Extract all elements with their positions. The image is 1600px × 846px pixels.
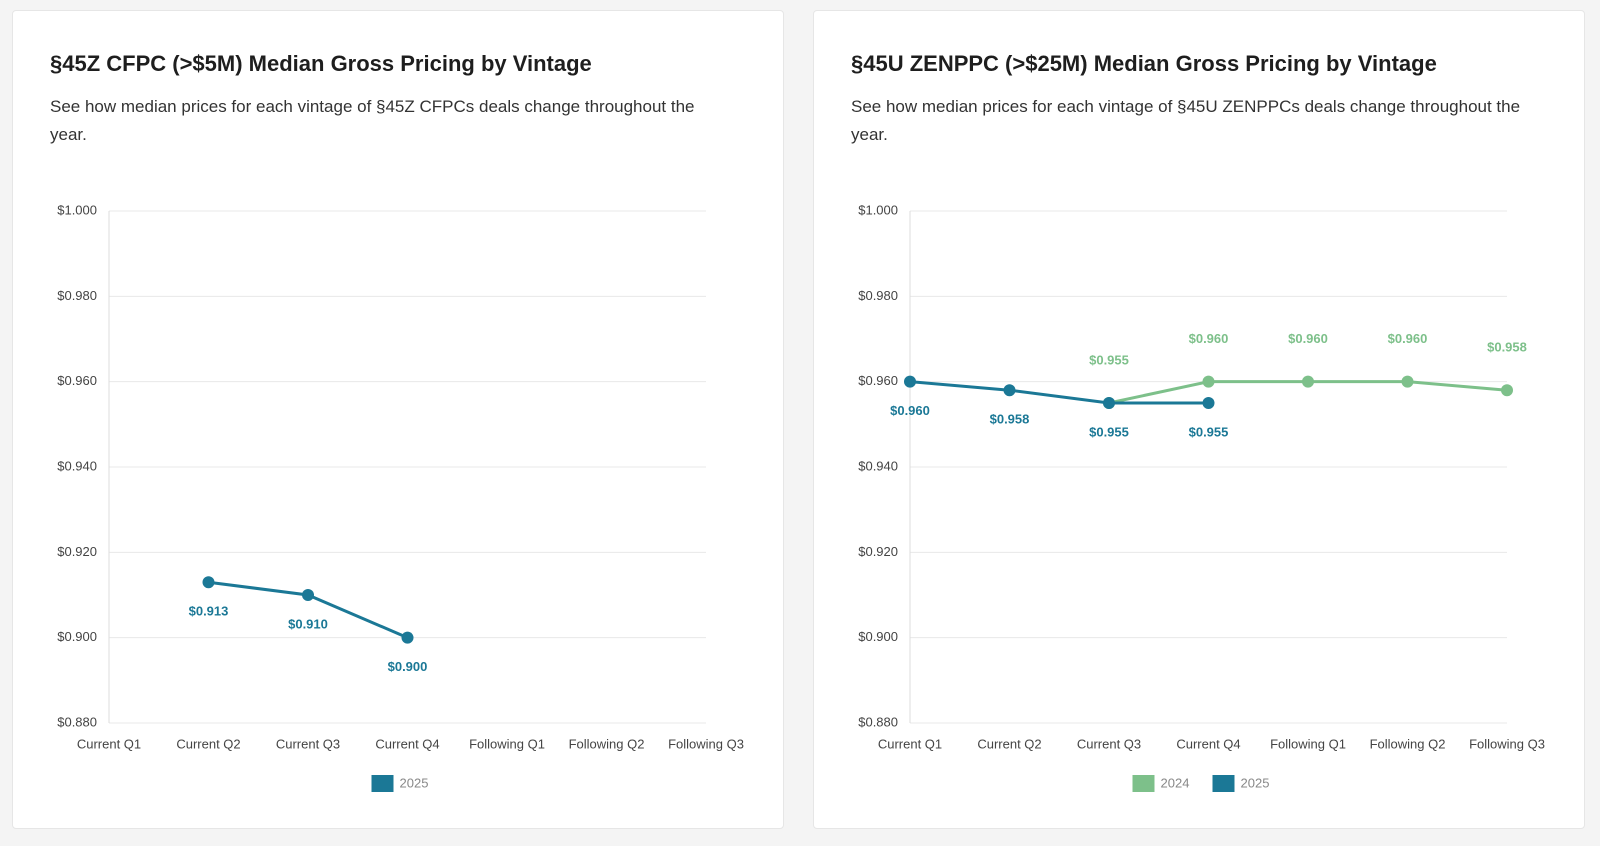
- y-tick-label: $1.000: [57, 202, 97, 217]
- chart: $0.880 $0.900 $0.920 $0.940 $0.960 $0.980 $1.0…: [858, 202, 1545, 792]
- y-tick-label: $0.900: [858, 629, 898, 644]
- chart-subtitle: See how median prices for each vintage o…: [851, 97, 1521, 144]
- series-line: [909, 380, 1209, 405]
- legend-label: 2025: [1241, 775, 1270, 790]
- x-tick-label: Current Q3: [1077, 736, 1141, 751]
- legend-label: 2025: [400, 775, 429, 790]
- y-tick-label: $0.940: [57, 458, 97, 473]
- data-label: $0.955: [1189, 424, 1229, 439]
- legend-swatch: [371, 775, 394, 792]
- x-tick-label: Following Q2: [569, 736, 645, 751]
- chart-card: §45Z CFPC (>$5M) Median Gross Pricing by…: [12, 10, 784, 829]
- data-point: [1003, 384, 1016, 397]
- y-tick-label: $0.980: [858, 288, 898, 303]
- y-tick-label: $0.980: [57, 288, 97, 303]
- x-tick-label: Current Q2: [977, 736, 1041, 751]
- legend-label: 2024: [1161, 775, 1190, 790]
- x-tick-label: Current Q4: [375, 736, 439, 751]
- y-tick-label: $0.880: [57, 714, 97, 729]
- data-point: [1103, 397, 1115, 409]
- x-tick-label: Current Q1: [878, 736, 942, 751]
- chart-title: §45U ZENPPC (>$25M) Median Gross Pricing…: [851, 51, 1437, 76]
- y-tick-label: $0.920: [57, 544, 97, 559]
- chart-title: §45Z CFPC (>$5M) Median Gross Pricing by…: [50, 51, 592, 76]
- data-label: $0.910: [288, 616, 328, 631]
- data-point: [1401, 375, 1414, 388]
- data-point: [1501, 384, 1513, 397]
- data-point: [904, 375, 916, 388]
- data-label: $0.960: [890, 403, 930, 418]
- data-point: [1302, 375, 1314, 388]
- x-tick-label: Current Q4: [1176, 736, 1240, 751]
- y-tick-label: $0.880: [858, 714, 898, 729]
- data-label: $0.955: [1089, 352, 1129, 367]
- data-label: $0.900: [388, 659, 428, 674]
- x-tick-label: Following Q3: [668, 736, 744, 751]
- y-tick-label: $0.960: [57, 373, 97, 388]
- x-tick-label: Following Q2: [1370, 736, 1446, 751]
- legend-swatch: [1132, 775, 1155, 792]
- y-tick-label: $0.920: [858, 544, 898, 559]
- x-tick-label: Current Q2: [176, 736, 240, 751]
- data-label: $0.960: [1388, 331, 1428, 346]
- data-label: $0.958: [1487, 340, 1527, 355]
- data-point: [1202, 375, 1215, 388]
- y-tick-label: $0.960: [858, 373, 898, 388]
- legend-swatch: [1212, 775, 1235, 792]
- x-tick-label: Following Q3: [1469, 736, 1545, 751]
- x-tick-label: Current Q3: [276, 736, 340, 751]
- y-tick-label: $0.900: [57, 629, 97, 644]
- data-label: $0.960: [1288, 331, 1328, 346]
- y-tick-label: $0.940: [858, 458, 898, 473]
- data-point: [401, 631, 414, 644]
- data-label: $0.955: [1089, 424, 1129, 439]
- data-point: [1202, 397, 1215, 409]
- data-point: [202, 576, 215, 589]
- x-tick-label: Current Q1: [77, 736, 141, 751]
- chart: $0.880 $0.900 $0.920 $0.940 $0.960 $0.980 $1.0…: [57, 202, 744, 792]
- data-point: [302, 589, 314, 601]
- data-label: $0.958: [990, 412, 1030, 427]
- chart-subtitle: See how median prices for each vintage o…: [50, 97, 695, 144]
- chart-card: §45U ZENPPC (>$25M) Median Gross Pricing…: [813, 10, 1585, 829]
- x-tick-label: Following Q1: [1270, 736, 1346, 751]
- data-label: $0.960: [1189, 331, 1229, 346]
- y-tick-label: $1.000: [858, 202, 898, 217]
- data-label: $0.913: [189, 604, 229, 619]
- x-tick-label: Following Q1: [469, 736, 545, 751]
